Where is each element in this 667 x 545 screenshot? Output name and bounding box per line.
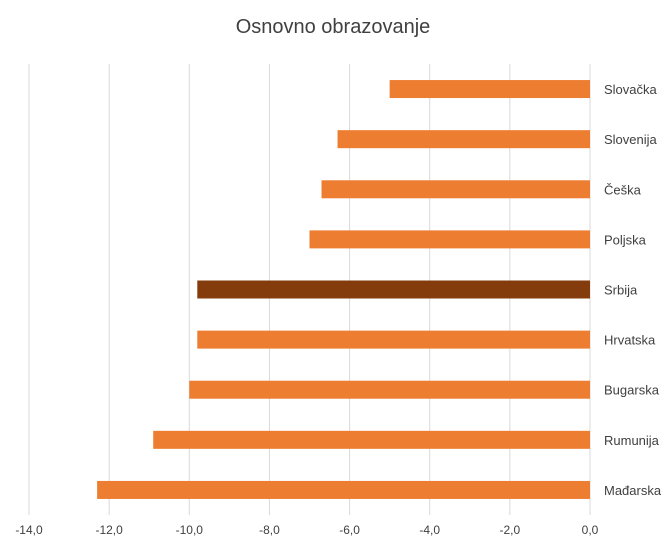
x-axis-ticks: -14,0 -12,0 -10,0 -8,0 -6,0 -4,0 -2,0 0,0 (15, 523, 598, 537)
chart-title: Osnovno obrazovanje (236, 16, 431, 38)
bar-7 (153, 430, 590, 449)
category-label: Hrvatska (604, 333, 656, 348)
bar-2 (321, 180, 590, 199)
x-tick-label: -14,0 (15, 523, 43, 537)
x-tick-label: -6,0 (339, 523, 360, 537)
bar-3 (309, 230, 590, 249)
x-tick-label: -4,0 (419, 523, 440, 537)
bar-6 (189, 380, 591, 399)
x-tick-label: -12,0 (95, 523, 123, 537)
x-tick-label: -2,0 (500, 523, 521, 537)
x-tick-label: -10,0 (176, 523, 204, 537)
bar-8 (97, 480, 590, 499)
category-label: Slovačka (604, 82, 658, 97)
category-label: Poljska (604, 232, 647, 247)
bar-1 (337, 130, 590, 149)
x-tick-label: 0,0 (582, 523, 599, 537)
category-label: Slovenija (604, 132, 658, 147)
category-label: Bugarska (604, 383, 660, 398)
category-label: Srbija (604, 283, 638, 298)
bar-5 (197, 330, 591, 349)
bars (97, 80, 591, 499)
category-label: Rumunija (604, 433, 660, 448)
category-label: Mađarska (604, 483, 662, 498)
bar-4 (197, 280, 591, 299)
category-labels: Slovačka Slovenija Češka Poljska Srbija Hrvat… (604, 82, 662, 498)
bar-0 (389, 80, 590, 99)
x-tick-label: -8,0 (259, 523, 280, 537)
category-label: Češka (604, 182, 642, 197)
